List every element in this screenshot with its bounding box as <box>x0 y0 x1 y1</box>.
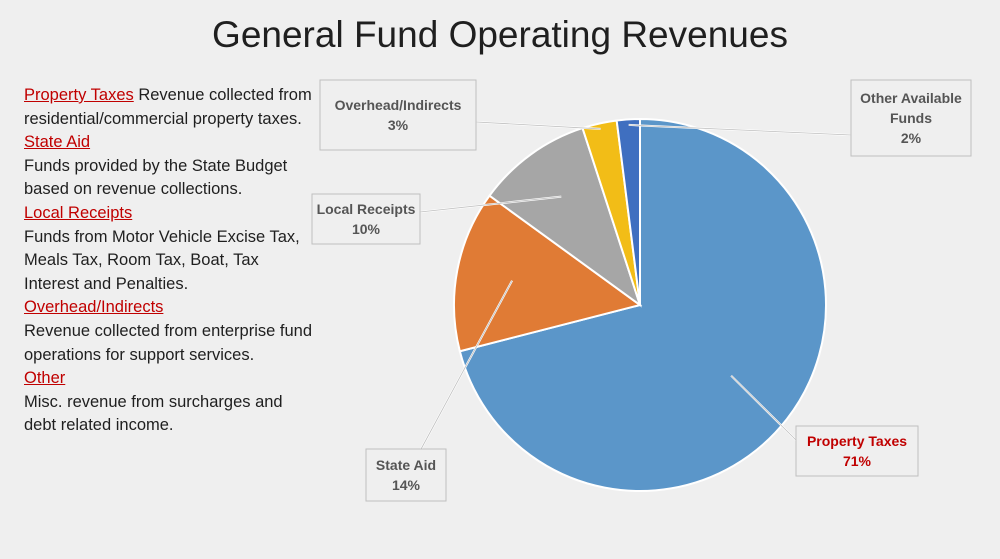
slice-value-label: 3% <box>388 117 409 133</box>
slice-value-label: 71% <box>843 453 872 469</box>
pie-slice-local-receipts <box>488 126 642 308</box>
leader-line <box>419 196 562 213</box>
definition-other: Other Misc. revenue from surcharges and … <box>24 367 314 438</box>
definition-term: Property Taxes <box>24 86 134 104</box>
definitions-panel: Property Taxes Revenue collected from re… <box>24 84 314 438</box>
slice-category-label: Overhead/Indirects <box>335 97 462 113</box>
pie-slice-state-aid <box>453 194 643 353</box>
definition-term: State Aid <box>24 133 91 152</box>
slice-value-label: 14% <box>392 477 421 493</box>
definition-local-receipts: Local Receipts Funds from Motor Vehicle … <box>24 202 314 296</box>
slice-value-label: 2% <box>901 130 922 146</box>
definition-description: Funds provided by the State Budget based… <box>24 156 288 199</box>
slice-value-label: 10% <box>352 221 381 237</box>
definition-description: Funds from Motor Vehicle Excise Tax, Mea… <box>24 227 300 293</box>
definition-term: Other <box>24 369 66 388</box>
pie-slice-property-taxes <box>458 117 827 492</box>
slice-category-label: Other Available <box>860 90 962 106</box>
callout-box <box>365 448 447 502</box>
pie-callouts: Property Taxes 71% State Aid 14% Local Recei… <box>311 79 972 502</box>
definition-description: Revenue collected from residential/comme… <box>24 86 312 128</box>
definition-state-aid: State Aid Funds provided by the State Bu… <box>24 131 314 202</box>
definition-overhead-indirects: Overhead/Indirects Revenue collected fro… <box>24 296 314 367</box>
definition-term: Local Receipts <box>24 203 133 222</box>
pie-slice-other-available-funds <box>615 117 641 306</box>
callout-box <box>795 425 919 477</box>
leader-line <box>628 124 852 136</box>
leader-line <box>419 280 513 452</box>
definition-description: Revenue collected from enterprise fund o… <box>24 321 312 364</box>
chart-title: General Fund Operating Revenues <box>212 14 788 55</box>
slice-category-label: Funds <box>890 110 932 126</box>
callout-box <box>311 193 421 245</box>
slice-category-label: Local Receipts <box>317 201 416 217</box>
callout-box <box>319 79 477 151</box>
pie-slices <box>453 117 827 492</box>
definition-description: Misc. revenue from surcharges and debt r… <box>24 392 283 435</box>
definition-property-taxes: Property Taxes Revenue collected from re… <box>24 84 314 131</box>
leader-line <box>730 375 797 441</box>
slice-category-label: Property Taxes <box>807 433 907 449</box>
callout-box <box>850 79 972 157</box>
slice-category-label: State Aid <box>376 457 436 473</box>
definition-term: Overhead/Indirects <box>24 298 164 317</box>
leader-line <box>475 121 601 130</box>
